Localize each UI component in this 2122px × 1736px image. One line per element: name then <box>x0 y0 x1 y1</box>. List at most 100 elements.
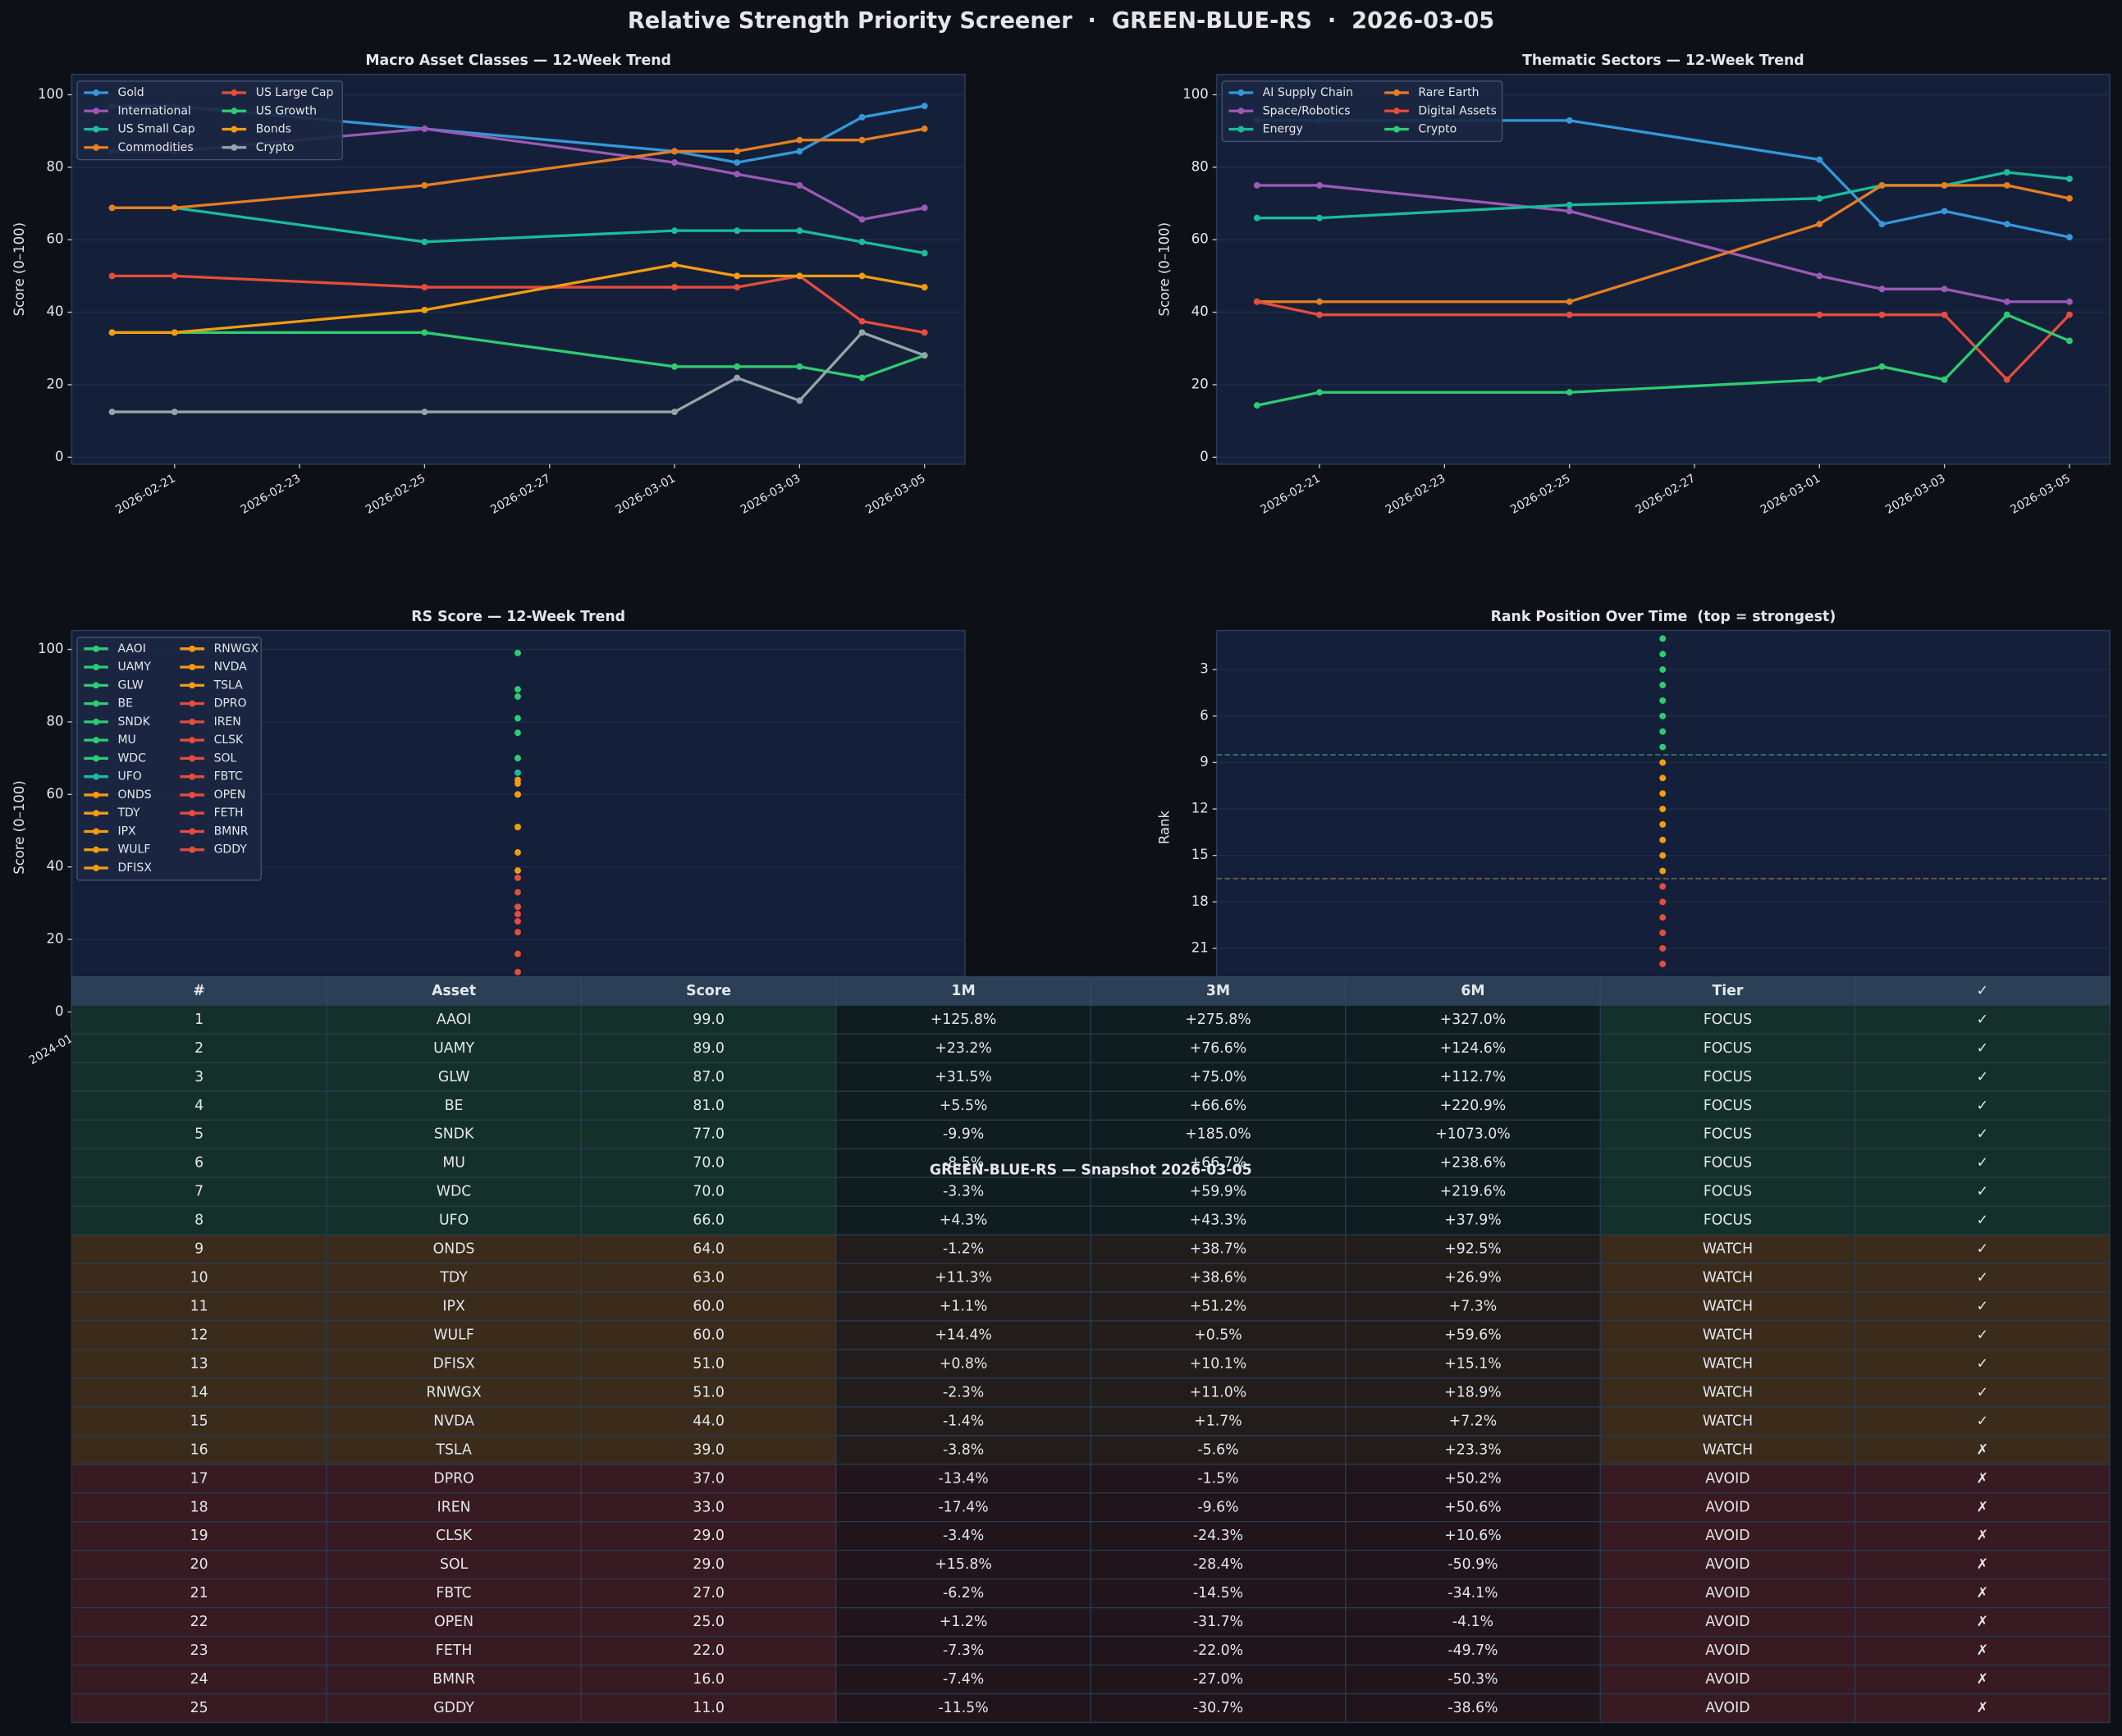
y-tick-label: 9 <box>1200 754 1209 770</box>
cell-text: ✓ <box>1977 1270 1989 1286</box>
series-marker <box>2066 234 2073 241</box>
header-cell <box>1854 976 2111 1007</box>
legend-label: GDDY <box>214 843 248 857</box>
series-marker <box>796 363 803 370</box>
table-cell <box>580 1406 837 1437</box>
cell-text: ✓ <box>1977 1098 1989 1114</box>
cell-text: WULF <box>433 1327 473 1343</box>
point <box>1659 836 1667 843</box>
legend-label: WDC <box>117 752 146 765</box>
table-cell <box>580 1664 837 1695</box>
y-tick-label: 80 <box>1191 158 1209 174</box>
series-marker <box>858 374 866 381</box>
series-marker <box>1316 298 1323 305</box>
cell-text: +238.6% <box>1440 1155 1506 1172</box>
table-cell <box>1599 1349 1856 1379</box>
series-marker <box>1878 363 1886 370</box>
cell-text: ✓ <box>1977 1413 1989 1429</box>
cell-text: 81.0 <box>693 1098 725 1114</box>
series-marker <box>2003 311 2010 318</box>
cell-text: 60.0 <box>693 1299 725 1315</box>
table-cell <box>580 1205 837 1236</box>
series-marker <box>858 136 866 144</box>
cell-text: +0.8% <box>940 1355 987 1372</box>
series-marker <box>1878 221 1886 228</box>
table-cell <box>835 1148 1091 1178</box>
cell-text: 14 <box>190 1384 208 1400</box>
series-marker <box>734 227 741 235</box>
table-cell <box>580 1578 837 1609</box>
header-label: Asset <box>432 983 476 999</box>
cell-text: AVOID <box>1705 1700 1749 1716</box>
table-cell <box>1345 1606 1601 1638</box>
legend-marker <box>189 810 196 817</box>
legend-label: CLSK <box>214 733 244 747</box>
legend-label: US Growth <box>256 104 317 117</box>
legend-marker <box>231 107 238 115</box>
cell-text: -3.8% <box>943 1441 984 1458</box>
table-cell <box>580 1320 837 1350</box>
table-cell <box>326 1291 583 1322</box>
cell-text: +112.7% <box>1440 1069 1506 1085</box>
chart-title: Rank Position Over Time (top = strongest… <box>1491 609 1836 625</box>
point <box>1659 666 1667 674</box>
cell-text: -7.3% <box>943 1642 984 1659</box>
table-cell <box>1854 1664 2111 1695</box>
cell-text: TSLA <box>435 1441 472 1458</box>
cell-text: OPEN <box>434 1614 473 1630</box>
cell-text: +38.7% <box>1190 1241 1246 1258</box>
cell-text: FOCUS <box>1704 1069 1752 1085</box>
cell-text: -1.4% <box>943 1413 984 1429</box>
cell-text: 27.0 <box>693 1585 725 1601</box>
point <box>1659 728 1667 735</box>
cell-text: -13.4% <box>938 1470 988 1487</box>
legend-label: IREN <box>214 715 241 729</box>
series-marker <box>514 874 521 881</box>
cell-text: -28.4% <box>1193 1556 1243 1573</box>
cell-text: +50.2% <box>1444 1470 1501 1487</box>
cell-text: -9.6% <box>1197 1499 1238 1515</box>
series-marker <box>514 693 521 700</box>
series-marker <box>1566 311 1573 318</box>
series-marker <box>421 306 428 313</box>
cell-text: -50.9% <box>1447 1556 1498 1573</box>
legend-marker <box>93 773 100 780</box>
table-cell <box>1090 1521 1347 1551</box>
legend-marker <box>189 737 196 744</box>
cell-text: ONDS <box>433 1241 475 1258</box>
cell-text: -38.6% <box>1447 1700 1498 1716</box>
y-tick-label: 18 <box>1191 893 1209 909</box>
cell-text: 99.0 <box>693 1012 725 1028</box>
series-marker <box>1816 272 1823 280</box>
table-cell <box>1345 1205 1601 1236</box>
series-marker <box>108 409 116 416</box>
series-marker <box>514 849 521 856</box>
table-cell <box>71 1234 327 1264</box>
cell-text: +59.9% <box>1190 1184 1246 1200</box>
table-cell <box>580 1521 837 1551</box>
series-marker <box>671 261 679 268</box>
table-cell <box>1090 1148 1347 1178</box>
table-cell <box>835 1377 1091 1408</box>
cell-text: 51.0 <box>693 1355 725 1372</box>
series-marker <box>1566 208 1573 215</box>
table-cell <box>1854 1521 2111 1551</box>
cell-text: +15.8% <box>935 1556 991 1573</box>
series-marker <box>108 329 116 336</box>
series-marker <box>514 824 521 831</box>
cell-text: 25 <box>190 1700 208 1716</box>
cell-text: 87.0 <box>693 1069 725 1085</box>
legend-marker <box>1237 89 1245 96</box>
point <box>1659 867 1667 875</box>
cell-text: 70.0 <box>693 1155 725 1172</box>
cell-text: +11.3% <box>935 1270 991 1286</box>
cell-text: ✓ <box>1977 1327 1989 1343</box>
legend-label: DPRO <box>214 697 247 710</box>
header-cell <box>1599 976 1856 1007</box>
table-cell <box>71 1263 327 1293</box>
point <box>1659 774 1667 782</box>
table-cell <box>1854 1693 2111 1724</box>
table-cell <box>71 1664 327 1695</box>
point <box>1659 790 1667 797</box>
cell-text: WATCH <box>1703 1355 1753 1372</box>
